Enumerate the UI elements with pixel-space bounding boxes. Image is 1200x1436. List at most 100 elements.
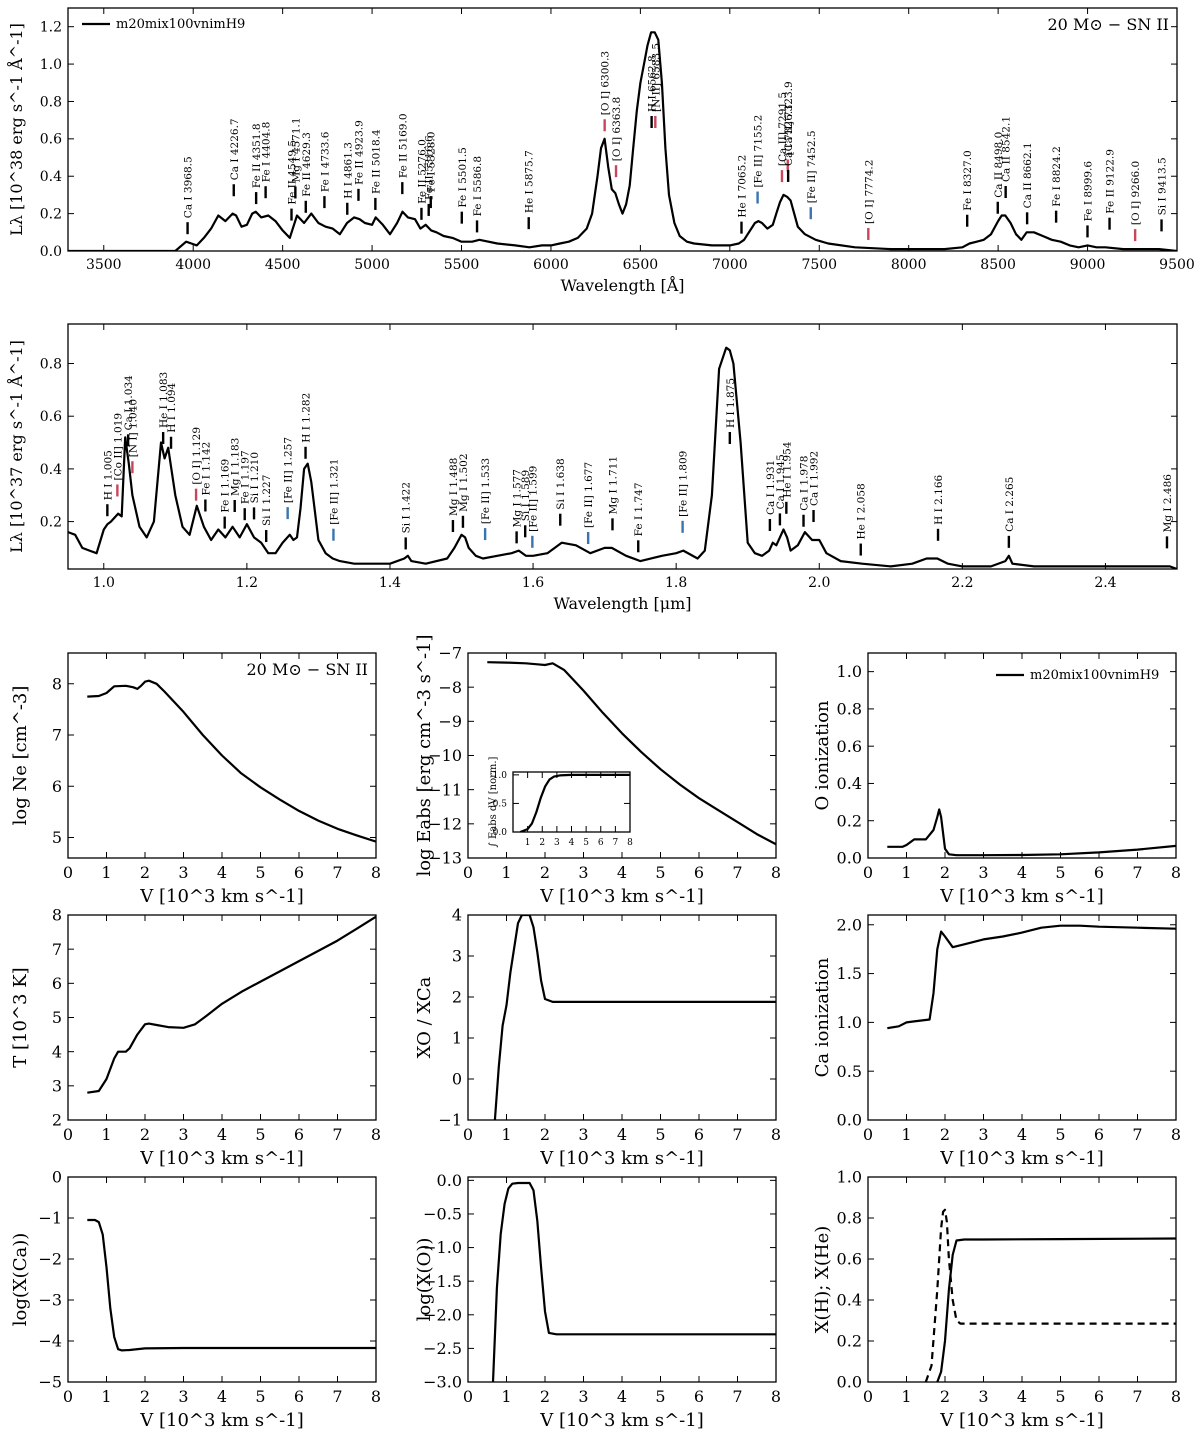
x-tick-label: 6 [1094,1387,1104,1406]
line-mark-label: Mg I 1.502 [458,453,470,511]
series-line-eabs-0 [487,661,776,846]
line-mark-label: H I 1.094 [166,382,178,432]
x-tick-label: 2.0 [808,575,830,591]
x-tick-label: 2 [540,863,550,882]
x-tick-label: 2.2 [951,575,973,591]
line-mark-label: Fe I 1.197 [240,450,252,504]
y-tick-label: 0.0 [437,1171,462,1190]
x-tick-label: 4 [569,838,575,848]
line-mark-label: Ca I 4226.7 [229,118,241,180]
x-tick-label: 2 [940,1125,950,1144]
x-tick-label: 5 [1055,1387,1065,1406]
x-tick-label: 7 [332,1387,342,1406]
x-tick-label: 0 [63,863,73,882]
line-mark-label: Mg I 4571.1 [290,117,302,182]
x-tick-label: 1.4 [379,575,401,591]
line-mark-label: [N I] 1.040 [127,399,139,457]
line-mark-label: Si I 1.638 [555,458,567,509]
y-tick-label: −5 [38,1373,62,1392]
x-tick-label: 8 [1171,1387,1181,1406]
x-tick-label: 6 [1094,863,1104,882]
series-line-xoca-0 [493,915,776,1120]
x-tick-label: 5 [255,863,265,882]
y-tick-label: 1.0 [837,662,862,681]
x-tick-label: 0 [63,1387,73,1406]
x-tick-label: 2 [539,838,545,848]
y-tick-label: 0.6 [40,132,62,148]
line-mark-label: H I 2.166 [933,474,945,524]
y-tick-label: −1 [438,1111,462,1130]
x-tick-label: 3 [178,863,188,882]
y-tick-label: −2.5 [423,1339,462,1358]
line-mark-label: Ca II 8662.1 [1022,142,1034,208]
y-tick-label: −12 [428,814,462,833]
x-tick-label: 4 [617,863,627,882]
x-tick-label: 4 [217,1125,227,1144]
x-tick-label: 6 [694,1387,704,1406]
x-tick-label: 1 [101,863,111,882]
y-tick-label: −3 [38,1291,62,1310]
x-axis-label: V [10^3 km s^-1] [539,1410,703,1431]
x-tick-label: 5000 [354,257,390,273]
x-tick-label: 7 [332,1125,342,1144]
series-line-oion-0 [887,808,1176,857]
x-tick-label: 1.6 [522,575,544,591]
line-mark-label: Fe II 4351.8 [251,123,263,188]
line-mark-label: Ca II 8498.0 [993,132,1005,198]
y-tick-label: 8 [52,674,62,693]
line-mark-label: [Fe II] 1.677 [583,462,595,528]
line-mark-label: Fe II 5169.0 [397,113,409,178]
line-mark-label: Fe II 4923.9 [353,120,365,185]
y-axis-label: log Eabs [erg cm^-3 s^-1] [414,634,435,876]
line-mark-label: Mg I 2.486 [1162,474,1174,533]
y-tick-label: −10 [428,746,462,765]
x-tick-label: 3 [978,1125,988,1144]
y-tick-label: −4 [38,1332,62,1351]
y-tick-label: −7 [438,644,462,663]
line-mark-label: Ca I 1.945 [775,454,787,509]
panel-opt: 3500 4000 4500 5000 5500 6000 6500 7000 7500 8000… [6,7,1195,295]
x-tick-label: 1 [501,1387,511,1406]
x-tick-label: 0 [63,1125,73,1144]
panel-ne: 0 1 2 3 4 5 6 7 8 5 6 7 8 V [10^3 km s^-1] log Ne [cm^… [10,652,381,907]
line-mark-label: [Fe II] 7155.2 [753,115,765,188]
x-tick-label: 0 [463,863,473,882]
x-tick-label: 2 [140,1387,150,1406]
line-mark-label: Ca I 1.034 [123,375,135,430]
x-tick-label: 3500 [86,257,122,273]
y-tick-label: 0.4 [40,169,62,185]
y-tick-label: −8 [438,678,462,697]
x-axis-label: V [10^3 km s^-1] [939,886,1103,907]
x-tick-label: 5 [255,1125,265,1144]
y-tick-label: 6 [52,777,62,796]
y-tick-label: 0 [52,1168,62,1187]
y-tick-label: 3 [52,1076,62,1095]
x-tick-label: 5 [655,1387,665,1406]
line-mark-label: H I 1.282 [301,393,313,443]
y-tick-label: 0.4 [837,1291,862,1310]
x-tick-label: 5 [655,1125,665,1144]
x-tick-label: 1 [501,863,511,882]
line-mark-label: [O I] 1.129 [191,427,203,485]
y-tick-label: 7 [52,726,62,745]
x-tick-label: 4 [217,863,227,882]
y-tick-label: 6 [52,974,62,993]
x-tick-label: 0 [863,863,873,882]
line-mark-label: H I 1.005 [102,450,114,500]
line-mark-label: Fe I 8999.6 [1082,161,1094,222]
x-tick-label: 4500 [265,257,301,273]
x-axis-label: Wavelength [μm] [553,594,691,613]
panel-xca: 0 1 2 3 4 5 6 7 8 −5 −4 −3 −2 −1 0 V [10^3 km s^-1] log(… [10,1168,381,1431]
line-mark-label: H I 1.875 [725,378,737,428]
y-tick-label: 0.8 [40,356,62,372]
y-tick-label: 1.2 [40,20,62,36]
x-tick-label: 7 [613,838,619,848]
panel-caion: 0 1 2 3 4 5 6 7 8 0.0 0.5 1.0 1.5 2.0 V [10^3 km s^-1]… [812,914,1181,1169]
y-tick-label: −1.0 [423,1238,462,1257]
panel-eabs: 0 1 2 3 4 5 6 7 8−13−12−11−10−9−8−7V [10^3 km s^… [414,634,781,907]
x-tick-label: 4 [217,1387,227,1406]
x-tick-label: 8 [1171,1125,1181,1144]
x-tick-label: 2 [940,863,950,882]
line-mark-label: [Fe II] 1.599 [527,466,539,532]
y-tick-label: 7 [52,940,62,959]
